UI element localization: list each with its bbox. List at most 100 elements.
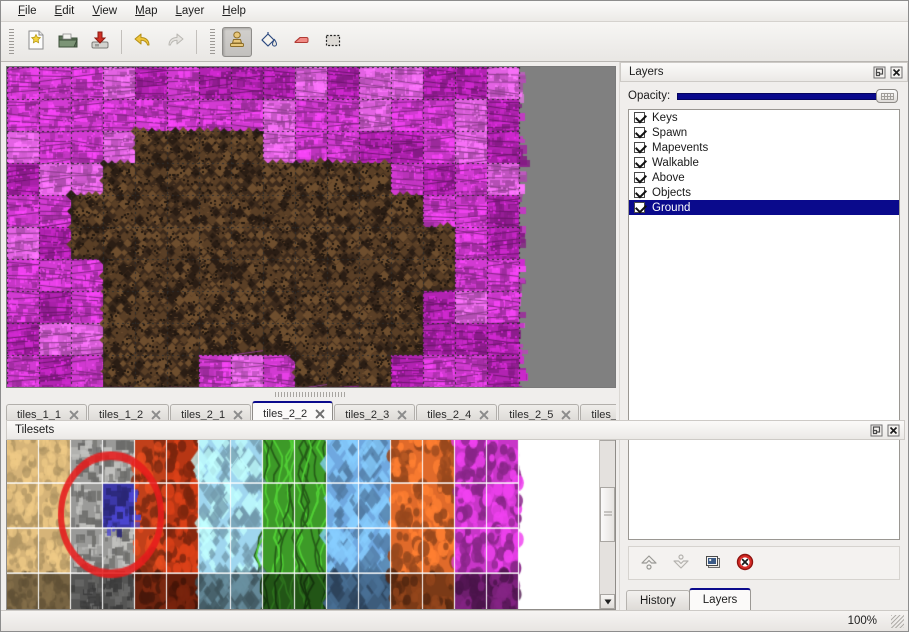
layer-row[interactable]: Objects xyxy=(629,185,899,200)
new-button[interactable] xyxy=(21,27,51,57)
duplicate-layer-button[interactable] xyxy=(699,549,727,577)
main-toolbar xyxy=(1,22,908,62)
handle-grip xyxy=(881,93,894,100)
raise-layer-icon xyxy=(639,552,659,575)
close-icon[interactable] xyxy=(232,410,243,421)
lower-layer-icon xyxy=(671,552,691,575)
tileset-vertical-scrollbar[interactable] xyxy=(599,426,615,609)
layer-visibility-checkbox[interactable] xyxy=(634,172,645,183)
eraser-tool-button[interactable] xyxy=(286,27,316,57)
tab-label: History xyxy=(640,594,676,607)
layer-row[interactable]: Walkable xyxy=(629,155,899,170)
tileset-empty-area xyxy=(545,426,599,609)
layer-visibility-checkbox[interactable] xyxy=(634,157,645,168)
layer-list[interactable]: Keys Spawn Mapevents Walkable Above xyxy=(628,109,900,540)
tileset-tab-tiles_2_5[interactable]: tiles_2_5 xyxy=(498,404,580,425)
layer-label: Walkable xyxy=(652,156,699,169)
scrollbar-track[interactable] xyxy=(600,441,615,594)
tilesets-panel-title-bar: Tilesets xyxy=(6,420,905,440)
tileset-tab-label: tiles_2_4 xyxy=(427,409,472,421)
open-folder-icon xyxy=(57,29,79,54)
raise-layer-button[interactable] xyxy=(635,549,663,577)
float-tilesets-button[interactable] xyxy=(869,423,884,438)
zoom-level: 100% xyxy=(847,615,877,627)
menu-file[interactable]: File xyxy=(18,5,37,17)
menu-edit[interactable]: Edit xyxy=(54,5,75,17)
toolbar-grip-2[interactable] xyxy=(208,28,217,55)
layer-visibility-checkbox[interactable] xyxy=(634,187,645,198)
close-icon[interactable] xyxy=(478,410,489,421)
close-icon xyxy=(890,66,903,78)
tileset-tab-label: tiles_2_3 xyxy=(345,409,390,421)
tileset-tab-tiles_2_3[interactable]: tiles_2_3 xyxy=(334,404,416,425)
tab-history[interactable]: History xyxy=(626,590,690,610)
rect-select-icon xyxy=(322,29,344,54)
scroll-down-button[interactable] xyxy=(600,594,615,609)
layers-panel-title: Layers xyxy=(629,66,664,78)
layer-label: Ground xyxy=(652,201,691,214)
close-icon[interactable] xyxy=(150,410,161,421)
float-panel-button[interactable] xyxy=(872,65,887,80)
scrollbar-thumb[interactable] xyxy=(600,486,615,542)
delete-layer-icon xyxy=(735,552,755,575)
close-tilesets-button[interactable] xyxy=(886,423,901,438)
menu-view[interactable]: View xyxy=(92,5,118,17)
map-tileset-splitter[interactable] xyxy=(1,388,619,400)
layer-visibility-checkbox[interactable] xyxy=(634,127,645,138)
layer-label: Objects xyxy=(652,186,691,199)
delete-layer-button[interactable] xyxy=(731,549,759,577)
tileset-tab-tiles_2_1[interactable]: tiles_2_1 xyxy=(170,404,252,425)
fill-tool-button[interactable] xyxy=(254,27,284,57)
close-icon[interactable] xyxy=(396,410,407,421)
opacity-slider[interactable] xyxy=(677,88,898,104)
layer-visibility-checkbox[interactable] xyxy=(634,112,645,123)
select-tool-button[interactable] xyxy=(318,27,348,57)
tileset-tab-tiles_1_2[interactable]: tiles_1_2 xyxy=(88,404,170,425)
layer-visibility-checkbox[interactable] xyxy=(634,202,645,213)
menu-layer[interactable]: Layer xyxy=(175,5,205,17)
layer-label: Keys xyxy=(652,111,678,124)
layer-row[interactable]: Spawn xyxy=(629,125,899,140)
layers-panel-title-bar: Layers xyxy=(620,62,908,82)
toolbar-grip-1[interactable] xyxy=(7,28,16,55)
tab-layers[interactable]: Layers xyxy=(688,588,752,610)
layer-label: Spawn xyxy=(652,126,688,139)
layer-row[interactable]: Keys xyxy=(629,110,899,125)
close-icon[interactable] xyxy=(314,409,325,420)
eraser-icon xyxy=(290,29,312,54)
tileset-tab-tiles_1_1[interactable]: tiles_1_1 xyxy=(6,404,88,425)
lower-layer-button[interactable] xyxy=(667,549,695,577)
map-canvas-area[interactable] xyxy=(6,66,616,388)
tileset-tab-tiles_1_3[interactable]: tiles_1_3 xyxy=(580,404,616,425)
toolbar-separator-1 xyxy=(121,29,122,54)
undo-button[interactable] xyxy=(128,27,158,57)
tileset-tab-label: tiles_1_3 xyxy=(591,409,616,421)
close-panel-button[interactable] xyxy=(889,65,904,80)
undock-icon xyxy=(873,66,886,78)
close-icon xyxy=(887,424,900,436)
tileset-tab-label: tiles_1_2 xyxy=(99,409,144,421)
resize-grip[interactable] xyxy=(891,614,904,628)
slider-handle[interactable] xyxy=(876,89,898,103)
layer-row-selected[interactable]: Ground xyxy=(629,200,899,215)
duplicate-layer-icon xyxy=(703,552,723,575)
menu-bar: File Edit View Map Layer Help xyxy=(1,1,908,22)
menu-map[interactable]: Map xyxy=(135,5,158,17)
save-button[interactable] xyxy=(85,27,115,57)
map-canvas[interactable] xyxy=(7,67,615,387)
close-icon[interactable] xyxy=(560,410,571,421)
layer-row[interactable]: Above xyxy=(629,170,899,185)
layer-visibility-checkbox[interactable] xyxy=(634,142,645,153)
layer-row[interactable]: Mapevents xyxy=(629,140,899,155)
redo-button[interactable] xyxy=(160,27,190,57)
tileset-tab-label: tiles_1_1 xyxy=(17,409,62,421)
stamp-tool-button[interactable] xyxy=(222,26,252,57)
open-button[interactable] xyxy=(53,27,83,57)
close-icon[interactable] xyxy=(68,410,79,421)
tileset-tab-tiles_2_4[interactable]: tiles_2_4 xyxy=(416,404,498,425)
tileset-palette-canvas[interactable] xyxy=(7,426,545,609)
menu-help[interactable]: Help xyxy=(222,5,246,17)
main-body: tiles_1_1 tiles_1_2 tiles_2_1 xyxy=(1,62,908,610)
save-disk-icon xyxy=(89,29,111,54)
